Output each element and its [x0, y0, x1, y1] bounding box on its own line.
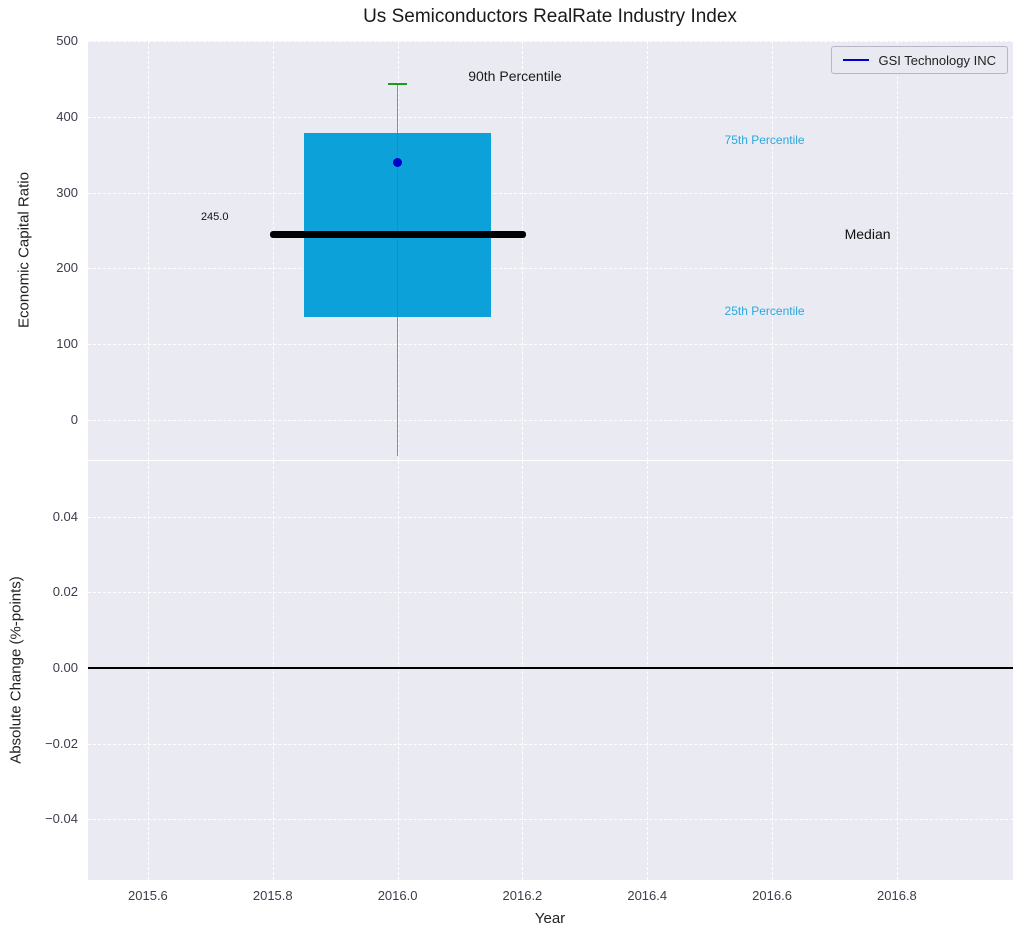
- x-gridline: [272, 461, 274, 880]
- x-gridline: [147, 41, 149, 460]
- chart-title: Us Semiconductors RealRate Industry Inde…: [363, 6, 737, 27]
- y-tick-label: 100: [56, 336, 78, 352]
- x-gridline: [522, 461, 524, 880]
- x-axis-label: Year: [534, 910, 566, 927]
- zero-line: [88, 667, 1013, 669]
- x-gridline: [896, 461, 898, 880]
- x-gridline: [272, 41, 274, 460]
- legend: GSI Technology INC: [831, 46, 1008, 74]
- y-tick-label: −0.02: [45, 735, 78, 751]
- y-tick-label: 200: [56, 260, 78, 276]
- y-gridline: [88, 344, 1013, 346]
- annotation-median-value: 245.0: [200, 210, 229, 223]
- y-gridline: [88, 268, 1013, 270]
- x-tick-label: 2015.6: [128, 888, 168, 903]
- y-gridline: [88, 592, 1013, 594]
- y-tick-label: −0.04: [45, 811, 78, 827]
- legend-label: GSI Technology INC: [878, 52, 996, 68]
- x-gridline: [896, 41, 898, 460]
- y-tick-label: 400: [56, 108, 78, 124]
- y-gridline: [88, 192, 1013, 194]
- y-gridline: [88, 41, 1013, 42]
- annotation-25th-percentile: 25th Percentile: [724, 303, 805, 318]
- x-gridline: [772, 461, 774, 880]
- y-tick-label: 0: [70, 411, 78, 427]
- median-line: [269, 230, 526, 238]
- company-point: [393, 157, 403, 167]
- y-gridline: [88, 516, 1013, 518]
- legend-line-sample: [843, 59, 870, 61]
- top-plot-area: 90th Percentile 75th Percentile Median 2…: [88, 41, 1013, 460]
- y-tick-label: 300: [56, 184, 78, 200]
- x-gridline: [772, 41, 774, 460]
- y-gridline: [88, 419, 1013, 421]
- y-gridline: [88, 743, 1013, 745]
- y-tick-label: 0.04: [52, 508, 78, 524]
- whisker-line: [396, 84, 399, 457]
- y-tick-label: 0.00: [52, 660, 78, 676]
- x-gridline: [522, 41, 524, 460]
- x-tick-label: 2016.6: [752, 888, 792, 903]
- y-gridline: [88, 819, 1013, 821]
- y-tick-label: 500: [56, 33, 78, 48]
- x-tick-label: 2016.8: [877, 888, 917, 903]
- x-gridline: [647, 41, 649, 460]
- x-tick-label: 2016.4: [627, 888, 668, 903]
- x-tick-label: 2016.0: [377, 888, 418, 903]
- x-gridline: [397, 461, 399, 880]
- y-tick-label: 0.02: [52, 584, 78, 600]
- x-tick-label: 2015.8: [252, 888, 293, 903]
- x-gridline: [147, 461, 149, 880]
- y-gridline: [88, 116, 1013, 118]
- p90-cap: [388, 82, 407, 86]
- annotation-90th-percentile: 90th Percentile: [468, 67, 562, 84]
- x-gridline: [647, 461, 649, 880]
- annotation-75th-percentile: 75th Percentile: [724, 133, 805, 148]
- annotation-median: Median: [844, 226, 891, 243]
- bottom-plot-area: [88, 461, 1013, 880]
- x-tick-label: 2016.2: [502, 888, 543, 903]
